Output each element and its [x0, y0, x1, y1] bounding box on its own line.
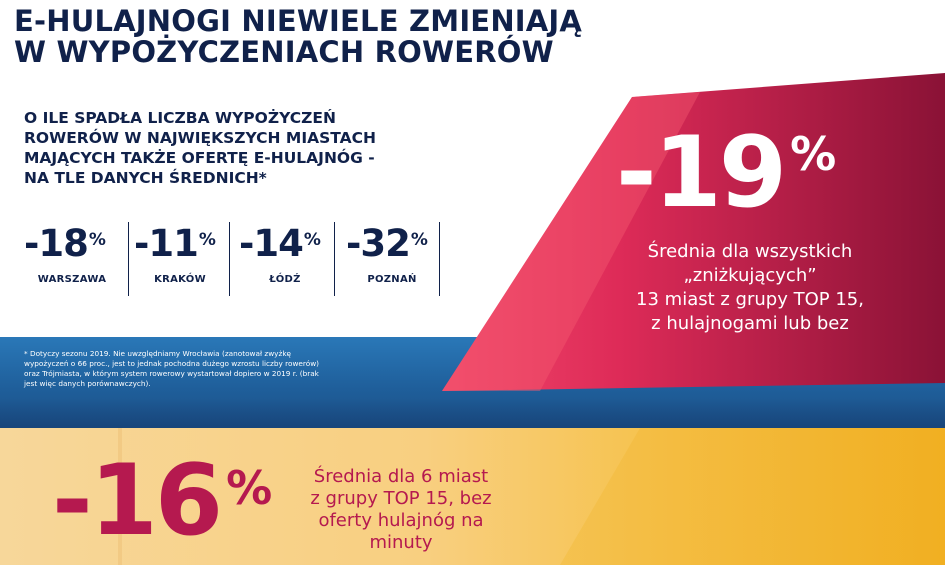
- city-label: POZNAŃ: [367, 274, 417, 285]
- city-stat-krakow: -11% KRAKÓW: [134, 222, 226, 296]
- description-line: oferty hulajnóg na: [318, 510, 484, 531]
- question-text: O ILE SPADŁA LICZBA WYPOŻYCZEŃ ROWERÓW W…: [24, 108, 444, 188]
- percent-sign: %: [410, 230, 428, 250]
- city-value-number: -18: [24, 222, 89, 265]
- city-value: -11%: [134, 224, 216, 264]
- footnote: * Dotyczy sezonu 2019. Nie uwzględniamy …: [24, 349, 320, 388]
- description-line: minuty: [369, 532, 433, 553]
- city-stats: -18% WARSZAWA -11% KRAKÓW -14% ŁÓDŹ -32%…: [24, 222, 444, 296]
- city-value: -18%: [24, 224, 106, 264]
- average-all-number: -19: [616, 116, 787, 230]
- percent-sign: %: [226, 461, 273, 515]
- percent-sign: %: [198, 230, 216, 250]
- city-value: -32%: [346, 224, 428, 264]
- question-line: O ILE SPADŁA LICZBA WYPOŻYCZEŃ: [24, 109, 336, 127]
- headline-line: E-HULAJNOGI NIEWIELE ZMIENIAJĄ: [14, 4, 583, 38]
- average-all-value: -19%: [616, 118, 836, 228]
- average-no-scooter-number: -16: [52, 444, 223, 558]
- city-value-number: -14: [239, 222, 304, 265]
- city-stat-warszawa: -18% WARSZAWA: [24, 222, 120, 296]
- city-label: KRAKÓW: [154, 274, 206, 285]
- headline: E-HULAJNOGI NIEWIELE ZMIENIAJĄ W WYPOŻYC…: [14, 6, 634, 68]
- city-label: ŁÓDŹ: [269, 274, 301, 285]
- question-line: NA TLE DANYCH ŚREDNICH*: [24, 169, 267, 187]
- percent-sign: %: [88, 230, 106, 250]
- city-stat-lodz: -14% ŁÓDŹ: [239, 222, 331, 296]
- description-line: Średnia dla 6 miast: [313, 466, 489, 487]
- description-line: z hulajnogami lub bez: [651, 313, 849, 334]
- percent-sign: %: [303, 230, 321, 250]
- percent-sign: %: [790, 127, 837, 181]
- city-stat-poznan: -32% POZNAŃ: [346, 222, 438, 296]
- question-line: MAJĄCYCH TAKŻE OFERTĘ E-HULAJNÓG -: [24, 149, 375, 167]
- question-line: ROWERÓW W NAJWIĘKSZYCH MIASTACH: [24, 129, 376, 147]
- description-line: 13 miast z grupy TOP 15,: [636, 289, 864, 310]
- divider: [439, 222, 440, 296]
- blue-band-shadow: [0, 398, 945, 428]
- description-line: „zniżkujących”: [683, 265, 817, 286]
- city-value-number: -11: [134, 222, 199, 265]
- description-line: Średnia dla wszystkich: [647, 241, 853, 262]
- divider: [334, 222, 335, 296]
- average-no-scooter-value: -16%: [52, 445, 272, 557]
- average-no-scooter-description: Średnia dla 6 miast z grupy TOP 15, bez …: [291, 466, 511, 554]
- headline-line: W WYPOŻYCZENIACH ROWERÓW: [14, 35, 554, 69]
- divider: [229, 222, 230, 296]
- description-line: z grupy TOP 15, bez: [310, 488, 492, 509]
- average-all-description: Średnia dla wszystkich „zniżkujących” 13…: [594, 240, 906, 336]
- city-label: WARSZAWA: [37, 274, 107, 285]
- divider: [128, 222, 129, 296]
- city-value-number: -32: [346, 222, 411, 265]
- city-value: -14%: [239, 224, 321, 264]
